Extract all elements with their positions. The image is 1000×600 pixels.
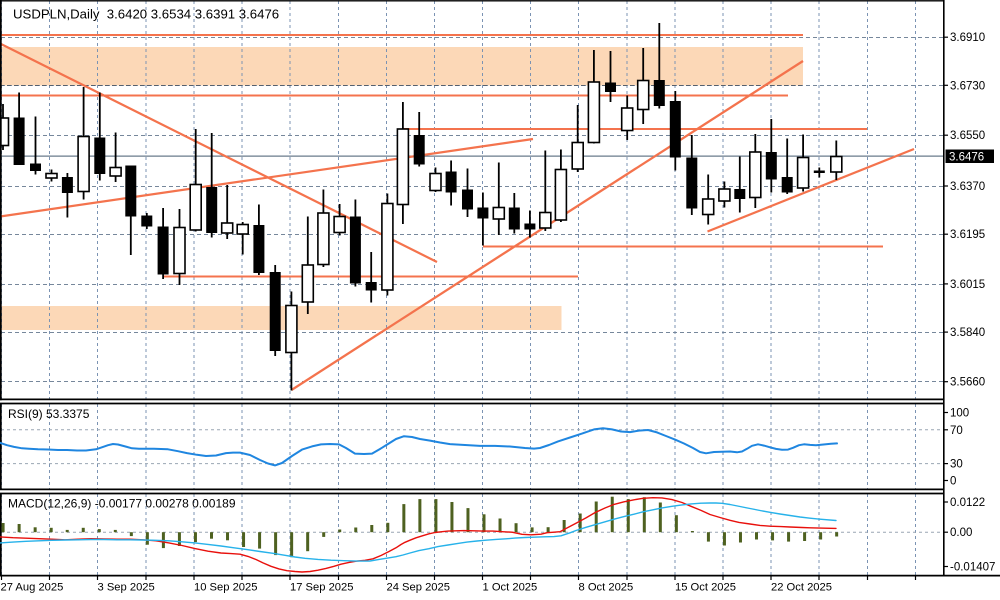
svg-text:0.00: 0.00	[950, 527, 972, 539]
svg-text:27 Aug 2025: 27 Aug 2025	[1, 582, 64, 594]
svg-text:15 Oct 2025: 15 Oct 2025	[675, 582, 736, 594]
svg-text:3.6015: 3.6015	[950, 279, 985, 291]
svg-text:3 Sep 2025: 3 Sep 2025	[98, 582, 155, 594]
svg-text:3.6910: 3.6910	[950, 32, 985, 44]
svg-text:3.6550: 3.6550	[950, 130, 985, 142]
svg-text:3.5840: 3.5840	[950, 327, 985, 339]
svg-text:MACD(12,26,9) -0.00177 0.00278: MACD(12,26,9) -0.00177 0.00278 0.00189	[8, 497, 236, 511]
svg-text:0.0122: 0.0122	[950, 497, 985, 509]
svg-text:8 Oct 2025: 8 Oct 2025	[579, 582, 634, 594]
svg-text:USDPLN,Daily 3.6420 3.6534 3.: USDPLN,Daily 3.6420 3.6534 3.6391 3.6476	[13, 7, 279, 22]
svg-text:24 Sep 2025: 24 Sep 2025	[387, 582, 450, 594]
svg-text:-0.01407: -0.01407	[950, 562, 995, 574]
svg-text:RSI(9) 53.3375: RSI(9) 53.3375	[8, 407, 90, 421]
svg-text:1 Oct 2025: 1 Oct 2025	[483, 582, 538, 594]
svg-text:3.5660: 3.5660	[950, 377, 985, 389]
svg-text:17 Sep 2025: 17 Sep 2025	[290, 582, 353, 594]
svg-text:3.6476: 3.6476	[949, 151, 984, 163]
svg-text:10 Sep 2025: 10 Sep 2025	[194, 582, 257, 594]
svg-text:0: 0	[950, 476, 956, 488]
svg-text:100: 100	[950, 408, 969, 420]
svg-text:70: 70	[950, 425, 963, 437]
svg-text:30: 30	[950, 459, 963, 471]
svg-text:3.6370: 3.6370	[950, 181, 985, 193]
svg-text:3.6730: 3.6730	[950, 80, 985, 92]
svg-text:22 Oct 2025: 22 Oct 2025	[771, 582, 832, 594]
svg-text:3.6195: 3.6195	[950, 229, 985, 241]
